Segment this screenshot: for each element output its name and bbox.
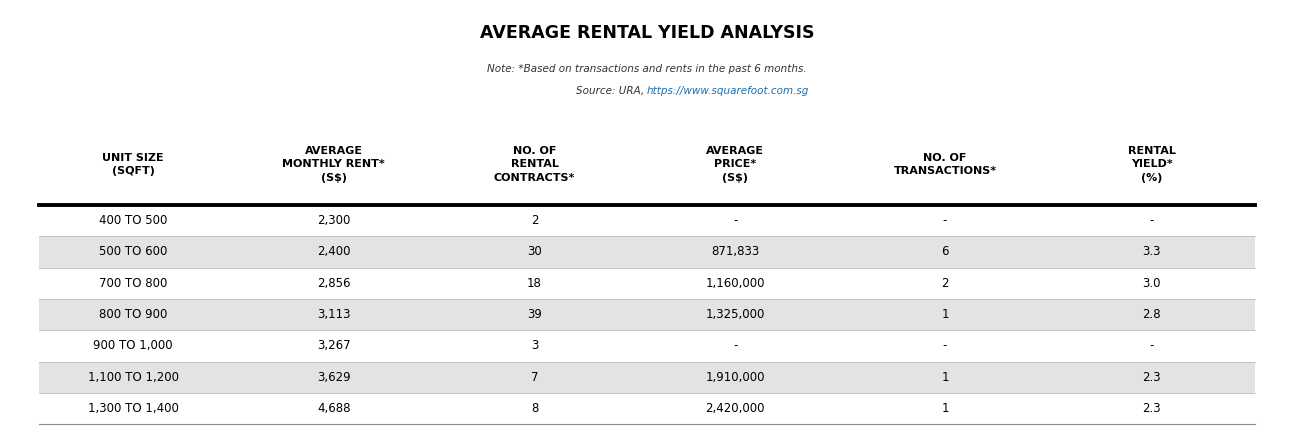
Text: 1: 1 [941,402,949,415]
Text: UNIT SIZE
(SQFT): UNIT SIZE (SQFT) [102,152,164,176]
Text: 3,267: 3,267 [317,339,351,352]
Text: 2.8: 2.8 [1143,308,1161,321]
Text: 900 TO 1,000: 900 TO 1,000 [93,339,173,352]
Text: 30: 30 [527,245,542,259]
Text: 1: 1 [941,371,949,384]
Text: -: - [732,214,738,227]
Text: 8: 8 [531,402,538,415]
Text: 4,688: 4,688 [317,402,351,415]
Text: -: - [943,214,947,227]
Text: Note: *Based on transactions and rents in the past 6 months.: Note: *Based on transactions and rents i… [487,64,807,74]
Text: 6: 6 [941,245,949,259]
Text: 3,113: 3,113 [317,308,351,321]
Text: AVERAGE RENTAL YIELD ANALYSIS: AVERAGE RENTAL YIELD ANALYSIS [480,24,814,42]
Text: 3.0: 3.0 [1143,277,1161,290]
Text: 2,420,000: 2,420,000 [705,402,765,415]
Text: 2: 2 [531,214,538,227]
Text: 400 TO 500: 400 TO 500 [98,214,167,227]
Text: 2,856: 2,856 [317,277,351,290]
Text: 2,400: 2,400 [317,245,351,259]
Text: 18: 18 [527,277,542,290]
Text: 3: 3 [531,339,538,352]
Text: 1: 1 [941,308,949,321]
Text: 1,100 TO 1,200: 1,100 TO 1,200 [88,371,179,384]
Text: 7: 7 [531,371,538,384]
Text: 2.3: 2.3 [1143,371,1161,384]
Text: 3,629: 3,629 [317,371,351,384]
Text: RENTAL
YIELD*
(%): RENTAL YIELD* (%) [1128,146,1176,183]
Text: 500 TO 600: 500 TO 600 [98,245,167,259]
Text: -: - [1149,214,1154,227]
Text: https://www.squarefoot.com.sg: https://www.squarefoot.com.sg [647,86,809,96]
Text: 1,300 TO 1,400: 1,300 TO 1,400 [88,402,179,415]
Text: AVERAGE
MONTHLY RENT*
(S$): AVERAGE MONTHLY RENT* (S$) [282,146,386,183]
Text: -: - [1149,339,1154,352]
Text: NO. OF
TRANSACTIONS*: NO. OF TRANSACTIONS* [893,152,996,176]
Text: 1,910,000: 1,910,000 [705,371,765,384]
Text: 2,300: 2,300 [317,214,351,227]
Text: 1,325,000: 1,325,000 [705,308,765,321]
Text: 871,833: 871,833 [712,245,760,259]
Text: AVERAGE
PRICE*
(S$): AVERAGE PRICE* (S$) [707,146,765,183]
Text: 1,160,000: 1,160,000 [705,277,765,290]
Text: NO. OF
RENTAL
CONTRACTS*: NO. OF RENTAL CONTRACTS* [494,146,575,183]
Text: 2.3: 2.3 [1143,402,1161,415]
Text: -: - [943,339,947,352]
Text: 2: 2 [941,277,949,290]
Text: Source: URA,: Source: URA, [576,86,647,96]
Text: 3.3: 3.3 [1143,245,1161,259]
Text: 800 TO 900: 800 TO 900 [98,308,167,321]
Text: -: - [732,339,738,352]
Text: 700 TO 800: 700 TO 800 [98,277,167,290]
Text: 39: 39 [527,308,542,321]
